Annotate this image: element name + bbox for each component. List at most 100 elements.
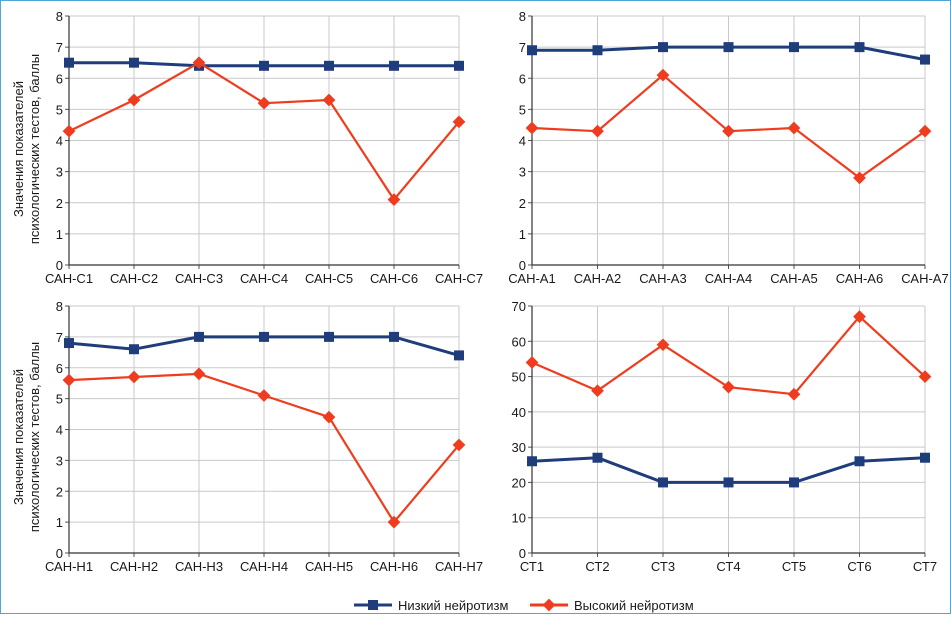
x-tick-label: СТ7: [913, 559, 937, 574]
x-tick-label: САН-С4: [240, 271, 288, 286]
y-tick-label: 0: [519, 258, 526, 273]
x-tick-label: СТ6: [847, 559, 871, 574]
data-point-high: [257, 96, 271, 110]
data-point-high: [452, 115, 466, 129]
data-point-high: [591, 124, 604, 138]
y-tick-label: 7: [519, 40, 526, 55]
y-tick-label: 4: [56, 134, 63, 149]
y-tick-label: 5: [56, 392, 63, 407]
y-tick-label: 8: [56, 299, 63, 314]
data-point-low: [723, 42, 734, 53]
y-tick-label: 1: [56, 227, 63, 242]
data-point-low: [592, 45, 603, 56]
data-point-low: [324, 60, 334, 71]
y-tick-label: 0: [56, 546, 63, 561]
x-tick-label: СТ5: [782, 559, 806, 574]
x-tick-label: САН-А5: [770, 271, 817, 286]
data-point-low: [592, 452, 603, 463]
legend-entry-high: Высокий нейротизм: [530, 598, 694, 613]
y-tick-label: 40: [512, 405, 526, 420]
chart-panel-st: 0 10 20 30 40 50 60 70 СТ1 СТ2 СТ3 СТ4 СТ5 СТ6 СТ7: [512, 299, 938, 574]
y-axis-title-top-line1: Значения показателей: [11, 81, 26, 217]
y-tick-label: 3: [56, 165, 63, 180]
y-axis-title-top-line2: психологических тестов, баллы: [27, 54, 42, 244]
data-point-high: [722, 380, 735, 394]
data-point-high: [656, 68, 670, 82]
y-tick-label: 4: [56, 423, 63, 438]
data-point-low: [789, 477, 799, 488]
data-point-high: [853, 310, 866, 323]
legend-label-high: Высокий нейротизм: [574, 598, 694, 613]
data-point-low: [454, 350, 464, 361]
y-tick-label: 5: [56, 102, 63, 117]
x-tick-label: САН-Н4: [240, 559, 288, 574]
data-point-low: [194, 331, 204, 342]
data-point-low: [527, 456, 537, 467]
x-tick-label: САН-С2: [110, 271, 158, 286]
data-point-high: [192, 367, 206, 381]
y-tick-label: 6: [56, 361, 63, 376]
data-point-high: [918, 124, 932, 138]
legend-marker-high: [542, 598, 556, 612]
data-point-high: [452, 438, 466, 452]
data-point-low: [789, 42, 799, 53]
x-tick-label: САН-Н5: [305, 559, 353, 574]
y-tick-label: 6: [56, 71, 63, 86]
y-tick-label: 2: [56, 196, 63, 211]
y-axis-title-bottom-line2: психологических тестов, баллы: [27, 342, 42, 532]
data-point-low: [658, 477, 668, 488]
x-tick-label: САН-Н6: [370, 559, 418, 574]
y-tick-label: 30: [512, 440, 526, 455]
data-point-low: [324, 331, 334, 342]
data-point-low: [854, 456, 865, 467]
y-tick-label: 0: [56, 258, 63, 273]
chart-panel-sanc: 0 1 2 3 4 5 6 7 8 САН-С1 САН-С2 САН-С3 САН-С4 САН-С5 С…: [45, 9, 483, 286]
x-tick-label: САН-А7: [901, 271, 948, 286]
data-point-high: [525, 356, 539, 369]
data-point-low: [920, 54, 930, 65]
y-tick-label: 70: [512, 299, 526, 314]
data-point-low: [259, 60, 269, 71]
y-tick-label: 5: [519, 102, 526, 117]
x-tick-label: САН-А6: [836, 271, 883, 286]
x-tick-label: САН-А4: [705, 271, 752, 286]
data-point-low: [454, 60, 464, 71]
y-tick-label: 8: [56, 9, 63, 24]
y-axis-title-bottom-line1: Значения показателей: [11, 369, 26, 505]
data-point-high: [322, 93, 336, 107]
x-tick-label: САН-С6: [370, 271, 418, 286]
x-tick-label: САН-А3: [639, 271, 686, 286]
data-point-low: [64, 338, 74, 349]
x-tick-label: САН-Н1: [45, 559, 93, 574]
data-point-low: [389, 60, 399, 71]
x-tick-label: САН-С1: [45, 271, 93, 286]
y-tick-label: 7: [56, 330, 63, 345]
y-tick-label: 60: [512, 334, 526, 349]
x-tick-label: САН-С7: [435, 271, 483, 286]
x-tick-label: СТ1: [520, 559, 544, 574]
data-point-high: [62, 373, 76, 387]
y-tick-label: 50: [512, 370, 526, 385]
y-tick-label: 4: [519, 134, 526, 149]
y-tick-label: 20: [512, 475, 526, 490]
x-tick-label: САН-Н7: [435, 559, 483, 574]
data-point-low: [259, 331, 269, 342]
y-tick-label: 8: [519, 9, 526, 24]
data-point-low: [389, 331, 399, 342]
y-tick-label: 2: [56, 484, 63, 499]
data-point-high: [787, 121, 801, 135]
data-point-low: [854, 42, 865, 53]
y-tick-label: 1: [56, 515, 63, 530]
legend-marker-low: [368, 600, 378, 610]
y-tick-label: 3: [519, 165, 526, 180]
x-tick-label: СТ4: [716, 559, 740, 574]
chart-panel-sann: 0 1 2 3 4 5 6 7 8 САН-Н1 САН-Н2 САН-Н3 САН-Н4 САН-Н5 С…: [45, 299, 483, 574]
y-tick-label: 3: [56, 453, 63, 468]
data-point-low: [658, 42, 668, 53]
x-tick-label: СТ3: [651, 559, 675, 574]
data-point-high: [257, 389, 271, 402]
y-tick-label: 10: [512, 511, 526, 526]
y-tick-label: 1: [519, 227, 526, 242]
